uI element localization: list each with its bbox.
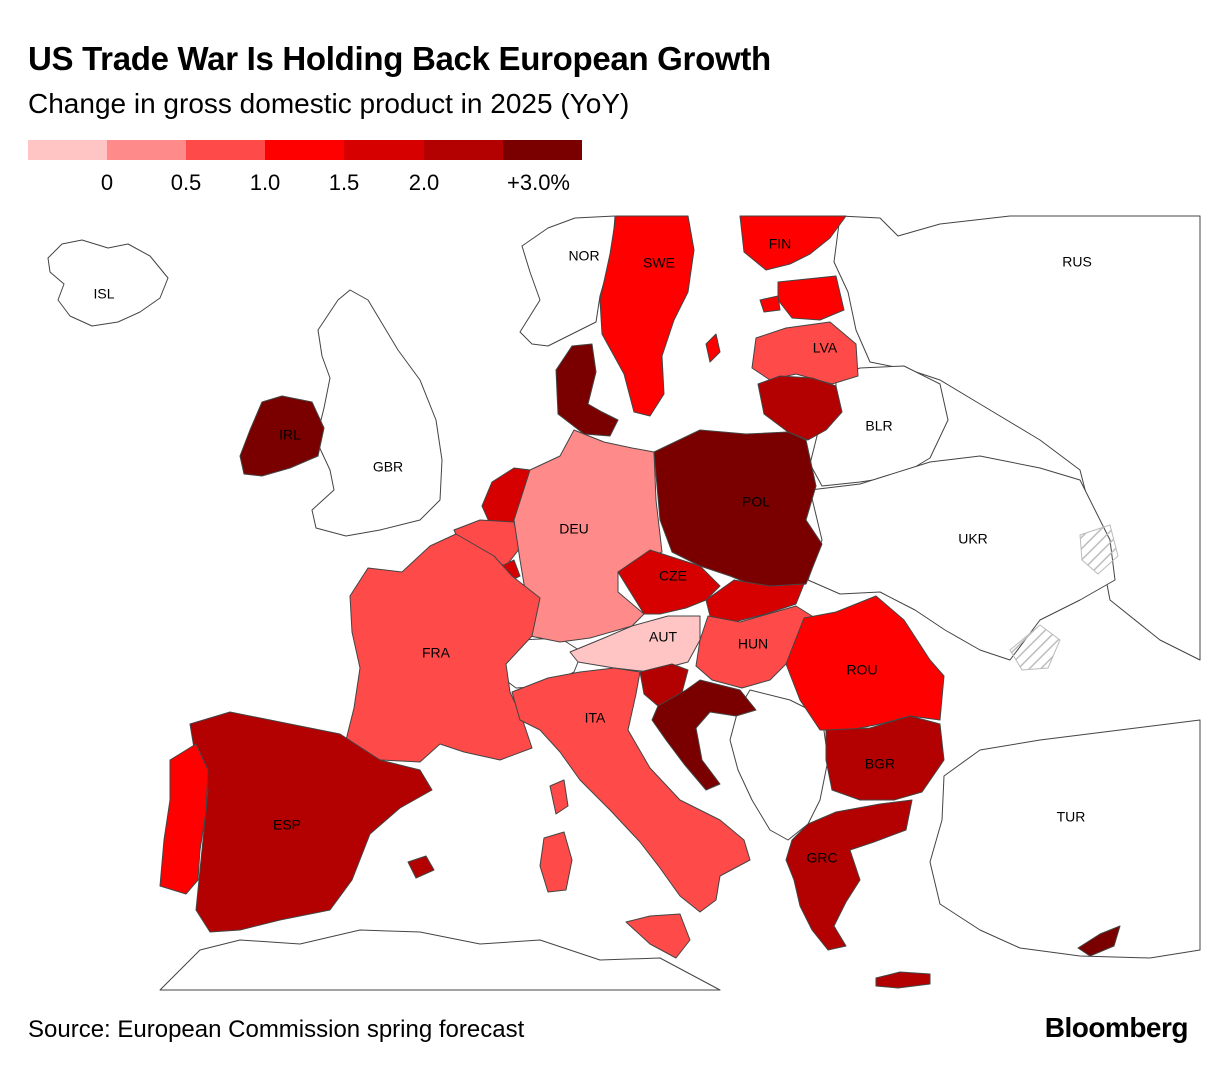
legend-label-1-5: 1.5 (328, 170, 360, 195)
label-rou: ROU (846, 662, 877, 678)
island-cyprus (1077, 925, 1121, 957)
label-nor: NOR (568, 248, 599, 264)
country-north-africa (159, 929, 721, 991)
country-lva (751, 321, 859, 385)
label-blr: BLR (865, 418, 892, 434)
country-gbr (311, 289, 443, 537)
island-sardinia (539, 831, 573, 893)
country-est (777, 275, 845, 321)
label-isl: ISL (93, 286, 114, 302)
island-saaremaa (759, 295, 781, 313)
label-deu: DEU (559, 521, 589, 537)
label-lva: LVA (813, 340, 838, 356)
label-aut: AUT (649, 629, 677, 645)
country-swe (599, 215, 695, 417)
island-baleares (407, 855, 435, 879)
island-crete (875, 971, 931, 989)
legend-swatch-2 (107, 140, 186, 160)
island-corsica (549, 779, 569, 815)
label-rus: RUS (1062, 254, 1092, 270)
label-ukr: UKR (958, 531, 988, 547)
country-fin (739, 215, 847, 271)
legend-label-1-0: 1.0 (249, 170, 281, 195)
country-rou (785, 595, 945, 731)
label-grc: GRC (806, 850, 837, 866)
country-labels: ISL NOR SWE FIN RUS LVA IRL GBR BLR DEU … (93, 236, 1091, 866)
label-tur: TUR (1057, 809, 1086, 825)
label-swe: SWE (643, 255, 675, 271)
label-pol: POL (742, 494, 770, 510)
country-ltu (757, 375, 843, 441)
legend-swatch-5 (344, 140, 424, 160)
legend-swatch-3 (186, 140, 265, 160)
label-fra: FRA (422, 645, 451, 661)
ukr-hatched-area (1009, 524, 1119, 671)
legend-label-0-5: 0.5 (170, 170, 202, 195)
country-isl (47, 239, 169, 327)
legend-swatch-6 (424, 140, 503, 160)
label-cze: CZE (659, 568, 687, 584)
legend-swatch-7 (503, 140, 582, 160)
legend-swatch-1 (28, 140, 107, 160)
country-grc (785, 799, 913, 951)
island-gotland (705, 333, 721, 363)
country-prt (159, 743, 209, 895)
label-gbr: GBR (373, 459, 403, 475)
legend-swatch-4 (265, 140, 344, 160)
chart-subtitle: Change in gross domestic product in 2025… (28, 88, 630, 119)
country-nor (519, 215, 616, 347)
country-pol (653, 429, 823, 589)
color-legend: 0 0.5 1.0 1.5 2.0 +3.0% (28, 140, 582, 200)
legend-label-0: 0 (100, 170, 114, 195)
legend-label-2-0: 2.0 (408, 170, 440, 195)
source-note: Source: European Commission spring forec… (28, 1016, 525, 1043)
country-hrv (651, 679, 757, 791)
label-hun: HUN (738, 636, 768, 652)
label-ita: ITA (585, 710, 606, 726)
country-irl (239, 395, 325, 477)
label-bgr: BGR (865, 756, 895, 772)
country-ita (511, 667, 751, 913)
country-esp (189, 711, 433, 933)
country-bgr (825, 715, 945, 801)
legend-label-3-0: +3.0% (507, 170, 570, 195)
island-sicily (625, 913, 691, 959)
label-irl: IRL (279, 427, 301, 443)
country-tur (929, 719, 1201, 959)
country-ukr (807, 455, 1116, 661)
label-fin: FIN (769, 236, 792, 252)
country-dnk (555, 343, 619, 437)
chart-title: US Trade War Is Holding Back European Gr… (28, 40, 771, 77)
bloomberg-logo: Bloomberg (1044, 1012, 1189, 1043)
label-esp: ESP (273, 817, 301, 833)
